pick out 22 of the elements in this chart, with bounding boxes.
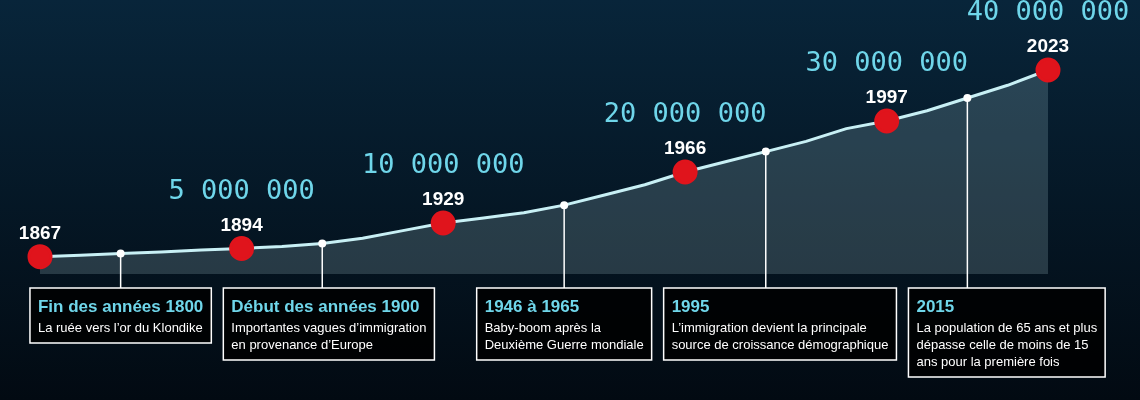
text: 1946 à 1965 Baby-boom après la Deuxième Guerre mondiale xyxy=(484,297,644,352)
text: Début des années 1900 Importantes vagues d’immigration en provenance d’Europe xyxy=(231,297,427,352)
text: 2015 La population de 65 ans et plus dépasse celle de moins de 15 ans pour la première fois xyxy=(916,297,1098,369)
annotation: 1929 xyxy=(422,188,465,209)
data-label: 5 000 000 xyxy=(168,173,315,205)
data-label: 10 000 000 xyxy=(361,148,525,179)
annotation: 1966 xyxy=(663,137,707,158)
annotation: 1997 xyxy=(865,86,908,107)
text: 2023 xyxy=(1026,35,1070,56)
point xyxy=(1035,57,1061,83)
point xyxy=(27,244,53,270)
annotation: 1894 xyxy=(220,213,264,235)
point xyxy=(430,210,456,236)
point xyxy=(229,236,255,261)
annotation: 1867 xyxy=(18,221,62,243)
data-label: 40 000 000 xyxy=(966,0,1130,26)
text: 1995 L’immigration devient la principale source de croissance démographique xyxy=(671,297,889,352)
point xyxy=(874,108,900,134)
point xyxy=(672,159,698,185)
data-label: 20 000 000 xyxy=(603,97,767,128)
text: Fin des années 1800 La ruée vers l’or du Klondike xyxy=(37,297,204,335)
data-label: 30 000 000 xyxy=(805,46,968,77)
